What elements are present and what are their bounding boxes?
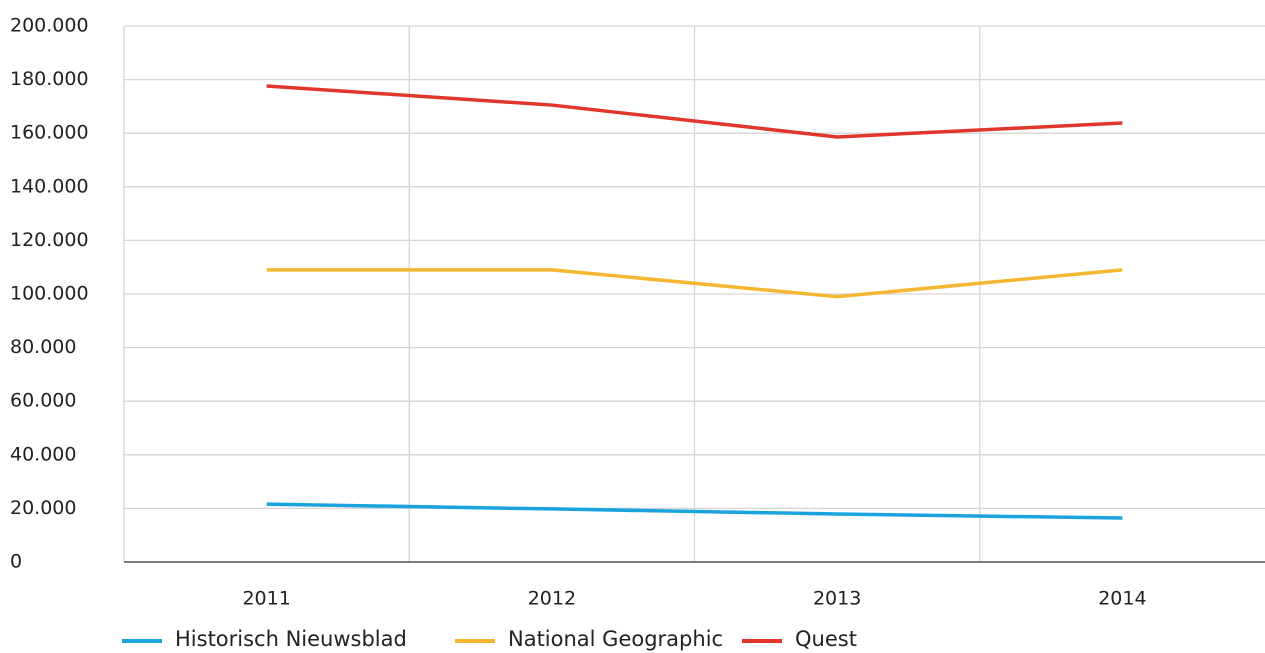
y-tick-label: 140.000 xyxy=(10,175,89,197)
legend-label: Quest xyxy=(795,627,857,651)
y-tick-label: 40.000 xyxy=(10,443,76,465)
y-tick-label: 60.000 xyxy=(10,390,76,412)
y-tick-label: 120.000 xyxy=(10,229,89,251)
x-tick-label: 2013 xyxy=(813,588,861,610)
y-tick-label: 80.000 xyxy=(10,336,76,358)
x-tick-label: 2012 xyxy=(528,588,576,610)
y-tick-label: 180.000 xyxy=(10,68,89,90)
y-tick-label: 160.000 xyxy=(10,122,89,144)
y-tick-label: 0 xyxy=(10,551,22,573)
series-line xyxy=(266,502,1123,520)
series-line xyxy=(266,84,1123,139)
x-tick-label: 2014 xyxy=(1098,588,1146,610)
legend-label: Historisch Nieuwsblad xyxy=(175,627,407,651)
y-tick-label: 20.000 xyxy=(10,497,76,519)
y-tick-label: 100.000 xyxy=(10,283,89,305)
legend-label: National Geographic xyxy=(508,627,723,651)
series-line xyxy=(266,268,1123,299)
x-tick-label: 2011 xyxy=(242,588,290,610)
y-tick-label: 200.000 xyxy=(10,15,89,37)
